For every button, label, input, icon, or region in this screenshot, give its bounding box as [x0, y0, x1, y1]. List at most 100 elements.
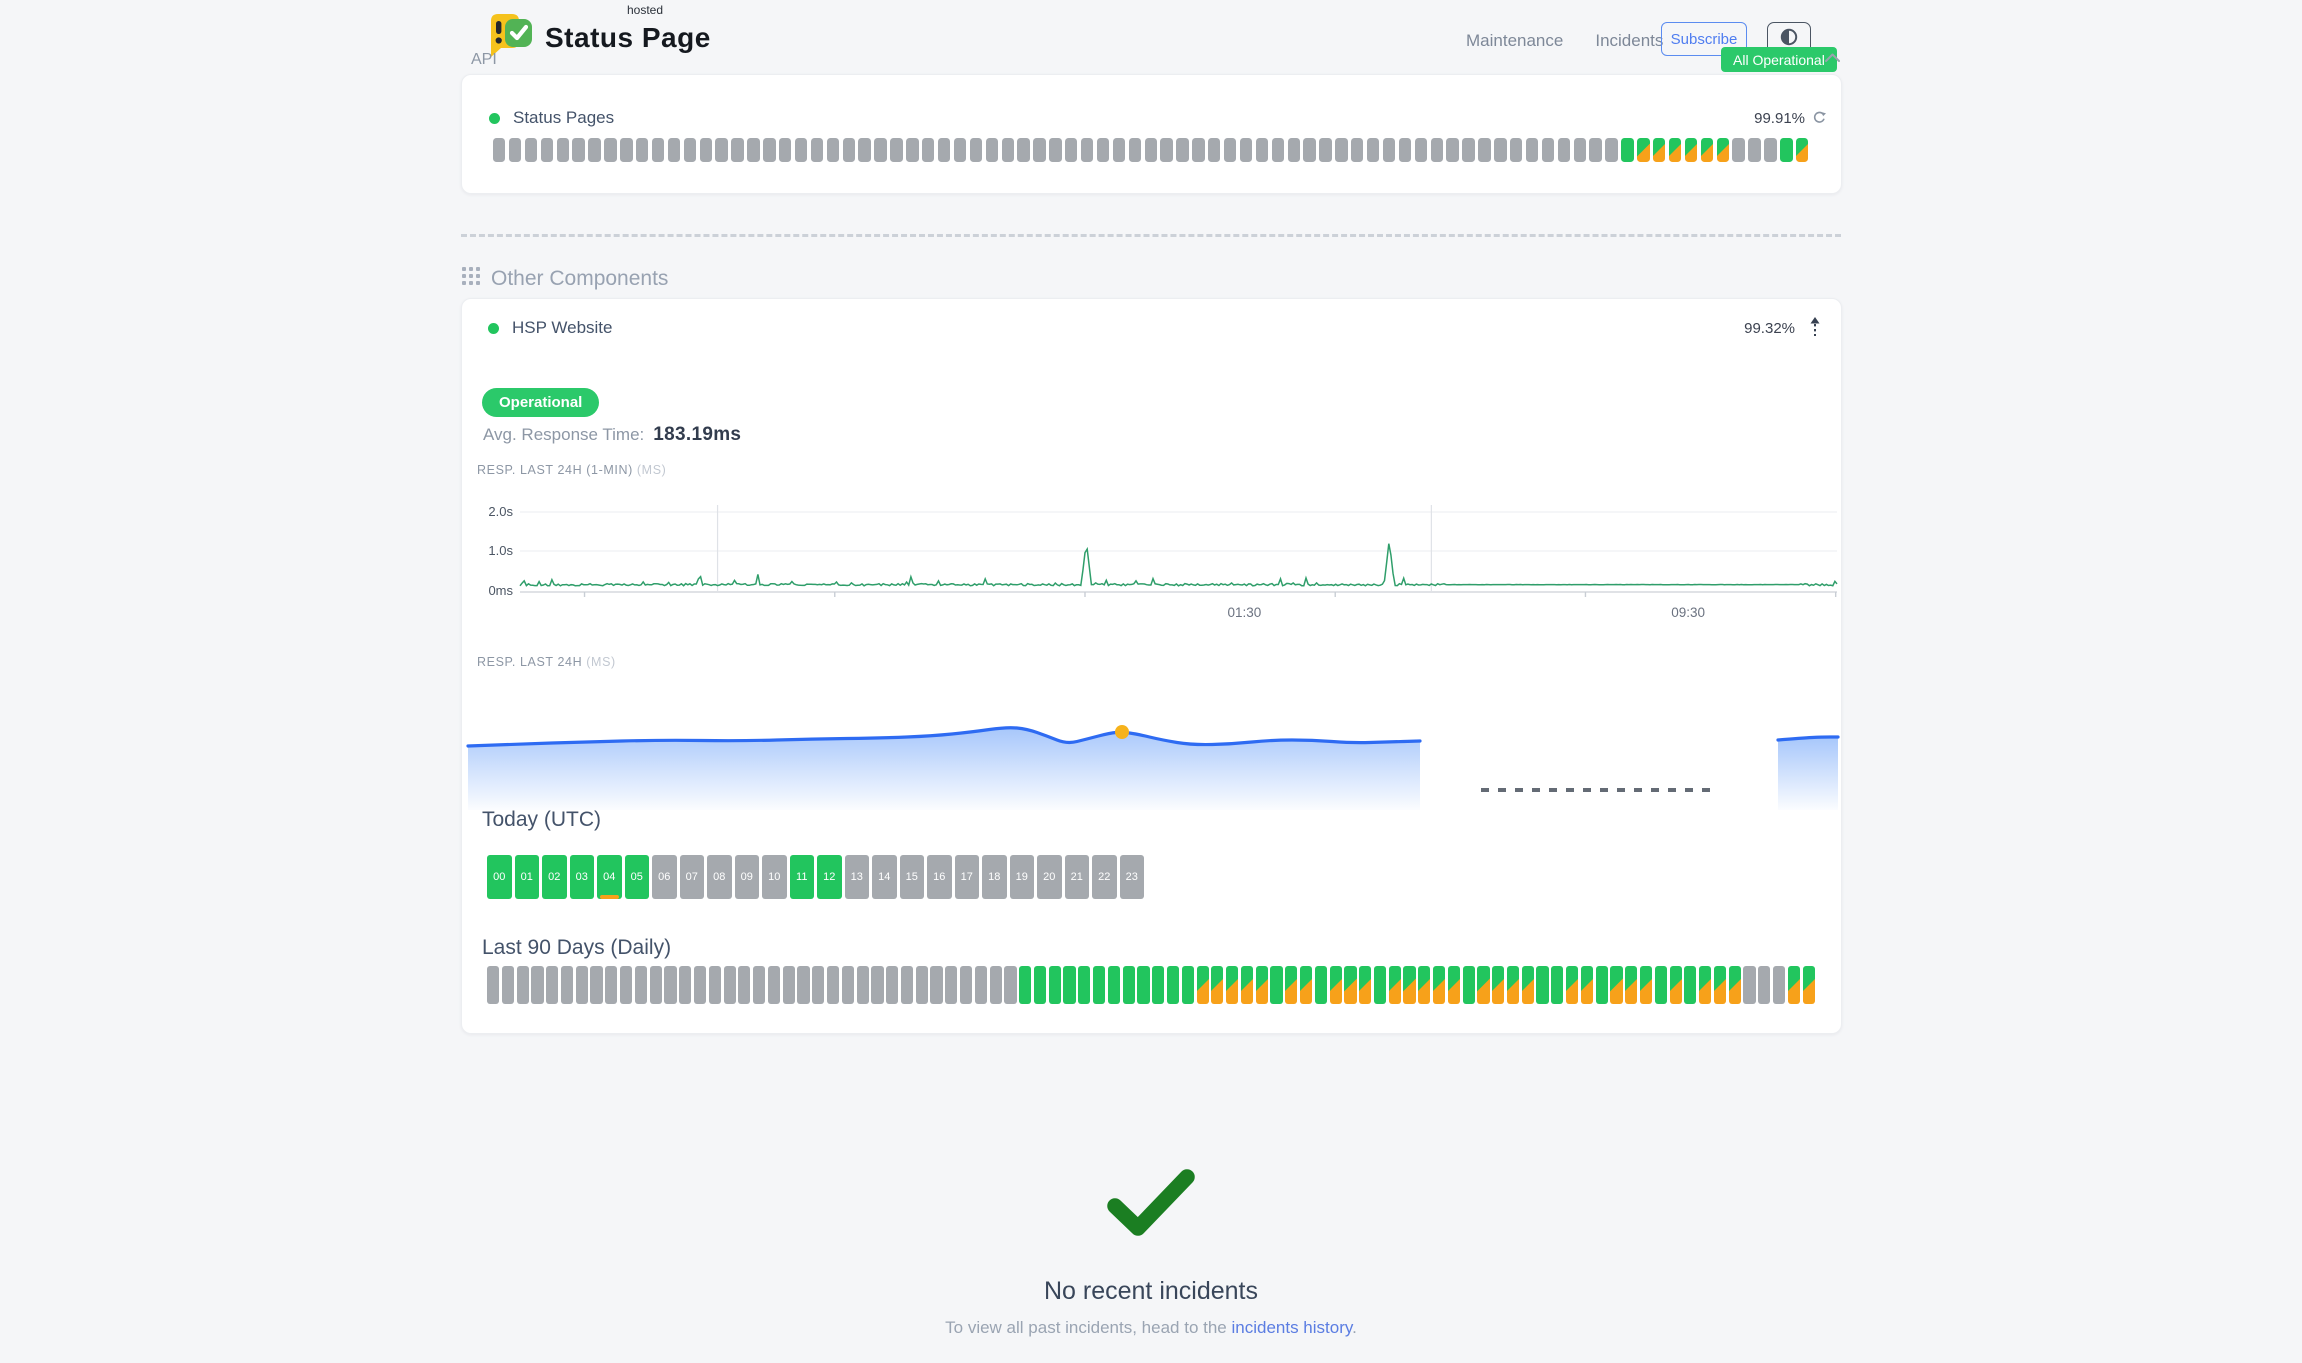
hour-block-13[interactable]: 13	[844, 855, 869, 899]
uptime-bar[interactable]	[842, 138, 855, 162]
uptime-bar[interactable]	[1748, 138, 1761, 162]
hour-block-15[interactable]: 15	[899, 855, 924, 899]
nav-maintenance[interactable]: Maintenance	[1466, 31, 1564, 50]
uptime-bar[interactable]	[1414, 138, 1428, 162]
uptime-bar[interactable]	[1446, 138, 1459, 162]
daily-uptime-bar[interactable]	[1255, 966, 1268, 1004]
uptime-bar[interactable]	[604, 138, 617, 162]
hour-block-19[interactable]: 19	[1009, 855, 1034, 899]
uptime-bar[interactable]	[620, 138, 633, 162]
hour-block-18[interactable]: 18	[982, 855, 1007, 899]
daily-uptime-bar[interactable]	[1240, 966, 1254, 1004]
daily-uptime-bar[interactable]	[1359, 966, 1372, 1004]
daily-uptime-bar[interactable]	[1019, 966, 1032, 1004]
uptime-bar[interactable]	[1382, 138, 1396, 162]
daily-uptime-bar[interactable]	[634, 966, 647, 1004]
uptime-bar[interactable]	[1605, 138, 1618, 162]
subscribe-button[interactable]: Subscribe	[1661, 22, 1747, 56]
hour-block-09[interactable]: 09	[734, 855, 759, 899]
uptime-bar[interactable]	[1653, 138, 1666, 162]
collapse-chevron-icon[interactable]	[1824, 51, 1841, 69]
daily-uptime-bar[interactable]	[856, 966, 869, 1004]
daily-uptime-bar[interactable]	[900, 966, 914, 1004]
daily-uptime-bar[interactable]	[1152, 966, 1165, 1004]
uptime-bar[interactable]	[1239, 138, 1253, 162]
daily-uptime-bar[interactable]	[1477, 966, 1490, 1004]
uptime-bar[interactable]	[1525, 138, 1539, 162]
uptime-bar[interactable]	[826, 138, 840, 162]
uptime-bar[interactable]	[1080, 138, 1094, 162]
daily-uptime-bar[interactable]	[1595, 966, 1608, 1004]
uptime-bar[interactable]	[1160, 138, 1173, 162]
uptime-bar[interactable]	[1144, 138, 1157, 162]
uptime-bar[interactable]	[699, 138, 712, 162]
uptime-bar[interactable]	[1351, 138, 1364, 162]
uptime-bar[interactable]	[1017, 138, 1030, 162]
daily-uptime-bar[interactable]	[1699, 966, 1712, 1004]
daily-uptime-bar[interactable]	[1521, 966, 1534, 1004]
uptime-bar[interactable]	[1001, 138, 1014, 162]
uptime-bar[interactable]	[1780, 138, 1793, 162]
daily-uptime-bar[interactable]	[590, 966, 603, 1004]
daily-uptime-bar[interactable]	[487, 966, 500, 1004]
uptime-bar[interactable]	[1271, 138, 1285, 162]
daily-uptime-bar[interactable]	[1743, 966, 1756, 1004]
hour-block-17[interactable]: 17	[954, 855, 979, 899]
daily-uptime-bar[interactable]	[1299, 966, 1313, 1004]
uptime-bar[interactable]	[1430, 138, 1443, 162]
uptime-bar[interactable]	[1049, 138, 1062, 162]
uptime-bar[interactable]	[1668, 138, 1682, 162]
highlight-dot[interactable]	[1115, 725, 1129, 739]
uptime-bar[interactable]	[1557, 138, 1571, 162]
daily-uptime-bar[interactable]	[1181, 966, 1194, 1004]
uptime-bar[interactable]	[1684, 138, 1698, 162]
uptime-bar[interactable]	[1335, 138, 1348, 162]
daily-uptime-bar[interactable]	[1403, 966, 1416, 1004]
hour-block-21[interactable]: 21	[1064, 855, 1089, 899]
daily-uptime-bar[interactable]	[1566, 966, 1579, 1004]
daily-uptime-bar[interactable]	[886, 966, 899, 1004]
daily-uptime-bar[interactable]	[693, 966, 707, 1004]
uptime-bar[interactable]	[524, 138, 538, 162]
daily-uptime-bar[interactable]	[826, 966, 840, 1004]
uptime-bar[interactable]	[1223, 138, 1237, 162]
uptime-bar[interactable]	[1287, 138, 1300, 162]
hour-block-04[interactable]: 04	[597, 855, 622, 899]
uptime-bar[interactable]	[1319, 138, 1332, 162]
daily-uptime-bar[interactable]	[989, 966, 1002, 1004]
daily-uptime-bar[interactable]	[1580, 966, 1593, 1004]
daily-uptime-bar[interactable]	[1758, 966, 1771, 1004]
daily-uptime-bar[interactable]	[1669, 966, 1682, 1004]
hour-block-02[interactable]: 02	[542, 855, 567, 899]
uptime-bar[interactable]	[937, 138, 951, 162]
uptime-bar[interactable]	[874, 138, 887, 162]
daily-uptime-bar[interactable]	[960, 966, 973, 1004]
daily-uptime-bar[interactable]	[1492, 966, 1505, 1004]
daily-uptime-bar[interactable]	[871, 966, 884, 1004]
daily-uptime-bar[interactable]	[1211, 966, 1224, 1004]
hour-block-01[interactable]: 01	[514, 855, 539, 899]
daily-uptime-bar[interactable]	[546, 966, 559, 1004]
uptime-bar[interactable]	[779, 138, 792, 162]
daily-uptime-bar[interactable]	[1802, 966, 1815, 1004]
daily-uptime-bar[interactable]	[516, 966, 529, 1004]
daily-uptime-bar[interactable]	[605, 966, 618, 1004]
daily-uptime-bar[interactable]	[1078, 966, 1091, 1004]
daily-uptime-bar[interactable]	[1004, 966, 1017, 1004]
daily-uptime-bar[interactable]	[620, 966, 633, 1004]
uptime-bar[interactable]	[508, 138, 522, 162]
daily-uptime-bar[interactable]	[782, 966, 795, 1004]
uptime-bar[interactable]	[1764, 138, 1777, 162]
daily-uptime-bar[interactable]	[797, 966, 810, 1004]
uptime-bar[interactable]	[540, 138, 554, 162]
daily-uptime-bar[interactable]	[1048, 966, 1061, 1004]
uptime-bar[interactable]	[763, 138, 776, 162]
daily-uptime-bar[interactable]	[1462, 966, 1475, 1004]
uptime-bar[interactable]	[731, 138, 744, 162]
uptime-bar[interactable]	[1128, 138, 1142, 162]
daily-uptime-bar[interactable]	[1506, 966, 1520, 1004]
daily-uptime-bar[interactable]	[560, 966, 574, 1004]
hour-block-22[interactable]: 22	[1092, 855, 1117, 899]
hour-block-11[interactable]: 11	[789, 855, 814, 899]
daily-uptime-bar[interactable]	[531, 966, 544, 1004]
